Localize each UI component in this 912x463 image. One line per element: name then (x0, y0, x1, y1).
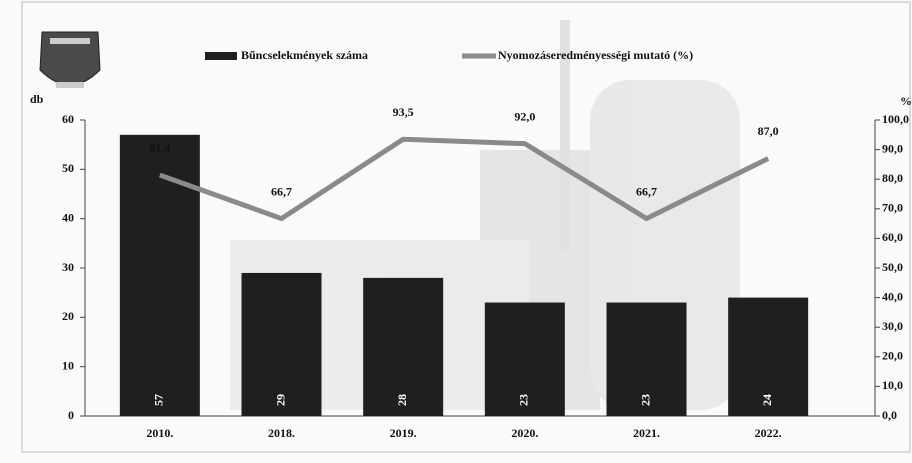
line-value-label: 93,5 (393, 105, 414, 119)
y2-axis-title: % (900, 94, 912, 108)
y2-tick-label: 30,0 (882, 319, 903, 333)
line-value-label: 66,7 (636, 184, 657, 198)
y2-tick-label: 0,0 (882, 408, 897, 422)
line-value-label: 66,7 (271, 184, 292, 198)
frame (21, 1, 911, 453)
bar (484, 302, 565, 416)
y-tick-label: 10 (62, 358, 74, 372)
line (158, 136, 770, 222)
y-tick-label: 30 (62, 260, 74, 274)
bar-value-label: 57 (152, 394, 166, 406)
line-value-label: 81,4 (149, 141, 170, 155)
y2-tick-label: 60,0 (882, 230, 903, 244)
y-tick-label: 20 (62, 309, 74, 323)
logo (39, 31, 101, 88)
y-tick-label: 40 (62, 210, 74, 224)
line-value-label: 87,0 (758, 124, 779, 138)
bar (363, 277, 444, 416)
bar-value-label: 29 (273, 394, 287, 406)
legend-label: Nyomozáseredményességi mutató (%) (498, 48, 693, 62)
x-tick-label: 2019. (390, 426, 417, 440)
y2-tick-label: 40,0 (882, 289, 903, 303)
y2-tick-label: 100,0 (882, 112, 909, 126)
x-tick-label: 2010. (146, 426, 173, 440)
bar-value-label: 23 (638, 394, 652, 406)
y2-tick-label: 70,0 (882, 201, 903, 215)
bar-value-label: 24 (760, 394, 774, 406)
y2-tick-label: 20,0 (882, 349, 903, 363)
y2-tick-label: 80,0 (882, 171, 903, 185)
y-axis-title: db (30, 92, 44, 106)
bar (728, 297, 809, 416)
y-tick-label: 60 (62, 112, 74, 126)
legend-label: Bűncselekmények száma (241, 48, 368, 62)
bar (119, 134, 200, 417)
legend-swatch (205, 52, 237, 60)
y2-tick-label: 50,0 (882, 260, 903, 274)
y2-tick-label: 10,0 (882, 378, 903, 392)
x-tick-label: 2020. (511, 426, 538, 440)
y-tick-label: 0 (68, 408, 74, 422)
bar-value-label: 28 (395, 394, 409, 406)
x-tick-label: 2022. (755, 426, 782, 440)
bar (241, 272, 322, 416)
bar (606, 302, 687, 416)
bar-value-label: 23 (517, 394, 531, 406)
line-value-label: 92,0 (514, 109, 535, 123)
y2-tick-label: 90,0 (882, 141, 903, 155)
x-tick-label: 2018. (268, 426, 295, 440)
x-tick-label: 2021. (633, 426, 660, 440)
y-tick-label: 50 (62, 161, 74, 175)
